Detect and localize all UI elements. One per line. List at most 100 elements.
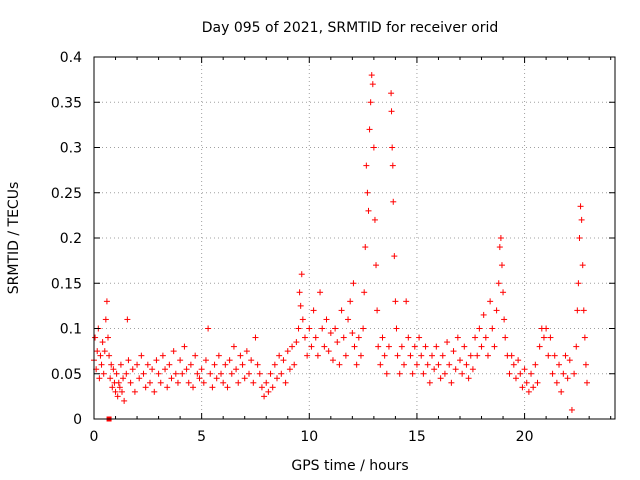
data-point [556,361,563,368]
data-point [323,316,330,323]
data-point [261,393,268,400]
data-point [489,325,496,332]
data-point [480,311,487,318]
data-point [355,334,362,341]
data-point [170,348,177,355]
data-point [179,370,186,377]
data-point [265,388,272,395]
data-point [185,379,192,386]
data-point [134,361,141,368]
data-point [576,235,583,241]
data-point [390,198,397,205]
data-point [100,370,107,377]
data-point [114,393,121,400]
y-tick-label: 0.4 [60,50,82,66]
data-point [224,384,231,391]
data-point [371,216,378,223]
data-point [153,357,160,364]
data-point [394,352,401,359]
data-point [379,334,386,341]
data-point [407,352,414,359]
data-point [96,375,103,382]
data-point [192,352,199,359]
data-point [562,352,569,359]
data-point [388,90,395,97]
data-point [263,379,270,386]
data-point [276,352,283,359]
data-point [472,334,479,341]
data-point [136,375,143,382]
data-point [396,370,403,377]
data-point [558,388,565,395]
data-points [91,72,591,422]
data-point [213,375,220,382]
data-point [530,384,537,391]
data-point [393,325,400,332]
data-point [187,361,194,368]
data-point [172,370,179,377]
data-point [566,357,573,364]
data-point [284,348,291,355]
data-point [564,375,571,382]
data-point [228,370,235,377]
data-point [362,244,369,251]
data-point [448,379,455,386]
data-point [117,361,124,368]
data-point [398,343,405,350]
y-tick-label: 0.1 [60,322,82,338]
data-point [205,325,212,332]
data-point [441,370,448,377]
data-point [411,343,418,350]
data-point [426,379,433,386]
data-point [286,366,293,373]
y-tick-label: 0.2 [60,231,82,247]
data-point [405,334,412,341]
data-point [107,375,114,382]
y-axis-label: SRMTID / TECUs [6,182,22,295]
data-point [357,352,364,359]
data-point [194,370,201,377]
data-point [491,343,498,350]
data-point [108,361,115,368]
data-point [118,388,125,395]
data-point [370,144,377,151]
data-point [140,370,147,377]
data-point [200,379,207,386]
data-point [515,357,522,364]
data-point [482,334,489,341]
data-point [403,298,410,305]
data-point [144,361,151,368]
data-point [364,189,371,196]
data-point [478,343,485,350]
data-point [149,366,156,373]
data-point [476,325,483,332]
data-point [496,244,503,251]
data-point [92,334,99,341]
data-point [310,307,317,314]
data-point [579,262,586,269]
data-point [159,352,166,359]
data-point [256,370,263,377]
data-point [534,379,541,386]
data-point [385,343,392,350]
data-point [94,348,101,355]
data-point [329,357,336,364]
data-point [278,370,285,377]
data-point [508,352,515,359]
data-point [493,307,500,314]
data-point [258,384,265,391]
data-point [336,361,343,368]
y-tick-label: 0.25 [51,186,82,202]
data-point [431,366,438,373]
data-point [347,298,354,305]
data-point [501,316,508,323]
data-point [350,280,357,287]
data-point [374,307,381,314]
data-point [474,352,481,359]
data-point [429,352,436,359]
data-point [582,361,589,368]
data-point [298,271,305,278]
data-point [252,334,259,341]
data-point [578,216,585,223]
data-point [391,253,398,260]
